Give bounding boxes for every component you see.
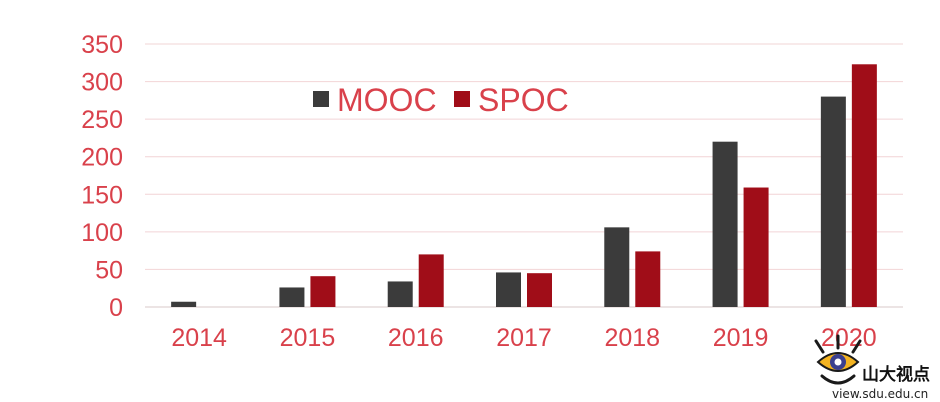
- bar-spoc-2019: [743, 187, 769, 307]
- bar-spoc-2017: [527, 273, 552, 307]
- x-tick-label-2018: 2018: [604, 324, 660, 352]
- x-tick-label-2016: 2016: [388, 324, 444, 352]
- x-tick-label-2015: 2015: [280, 324, 336, 352]
- bar-mooc-2017: [496, 272, 521, 307]
- y-tick-label-300: 300: [81, 69, 123, 97]
- x-tick-label-2014: 2014: [171, 324, 227, 352]
- bars: [171, 64, 877, 307]
- x-tick-label-2019: 2019: [713, 324, 769, 352]
- bar-mooc-2014: [171, 301, 197, 307]
- y-tick-label-350: 350: [81, 31, 123, 59]
- y-tick-label-200: 200: [81, 144, 123, 172]
- gridlines: [145, 43, 903, 308]
- bar-spoc-2018: [635, 251, 661, 307]
- bar-spoc-2016: [418, 254, 444, 307]
- y-tick-label-0: 0: [109, 294, 123, 322]
- legend-swatch-spoc: [454, 91, 470, 107]
- legend: MOOC SPOC: [313, 82, 569, 118]
- y-tick-label-150: 150: [81, 181, 123, 209]
- watermark-url: view.sdu.edu.cn: [832, 387, 928, 401]
- y-tick-label-50: 50: [95, 256, 123, 284]
- bar-mooc-2019: [712, 141, 738, 307]
- bar-mooc-2015: [279, 287, 305, 307]
- watermark: 山大视点 view.sdu.edu.cn: [814, 334, 932, 402]
- bar-mooc-2020: [820, 96, 846, 307]
- bar-mooc-2018: [604, 227, 630, 307]
- legend-label-mooc: MOOC: [337, 82, 437, 118]
- y-tick-label-100: 100: [81, 219, 123, 247]
- y-axis-tick-labels: 0 50 100 150 200 250 300 350: [81, 31, 123, 322]
- y-tick-label-250: 250: [81, 106, 123, 134]
- eye-logo-icon: [814, 334, 862, 385]
- x-tick-label-2020: 2020: [821, 324, 877, 352]
- watermark-brand: 山大视点: [862, 364, 930, 385]
- bar-spoc-2015: [310, 276, 336, 307]
- x-tick-label-2017: 2017: [496, 324, 552, 352]
- legend-label-spoc: SPOC: [478, 82, 569, 118]
- x-axis-tick-labels: 2014 2015 2016 2017 2018 2019 2020: [171, 324, 876, 352]
- legend-swatch-mooc: [313, 91, 329, 107]
- bar-spoc-2020: [851, 64, 877, 307]
- bar-mooc-2016: [387, 281, 413, 307]
